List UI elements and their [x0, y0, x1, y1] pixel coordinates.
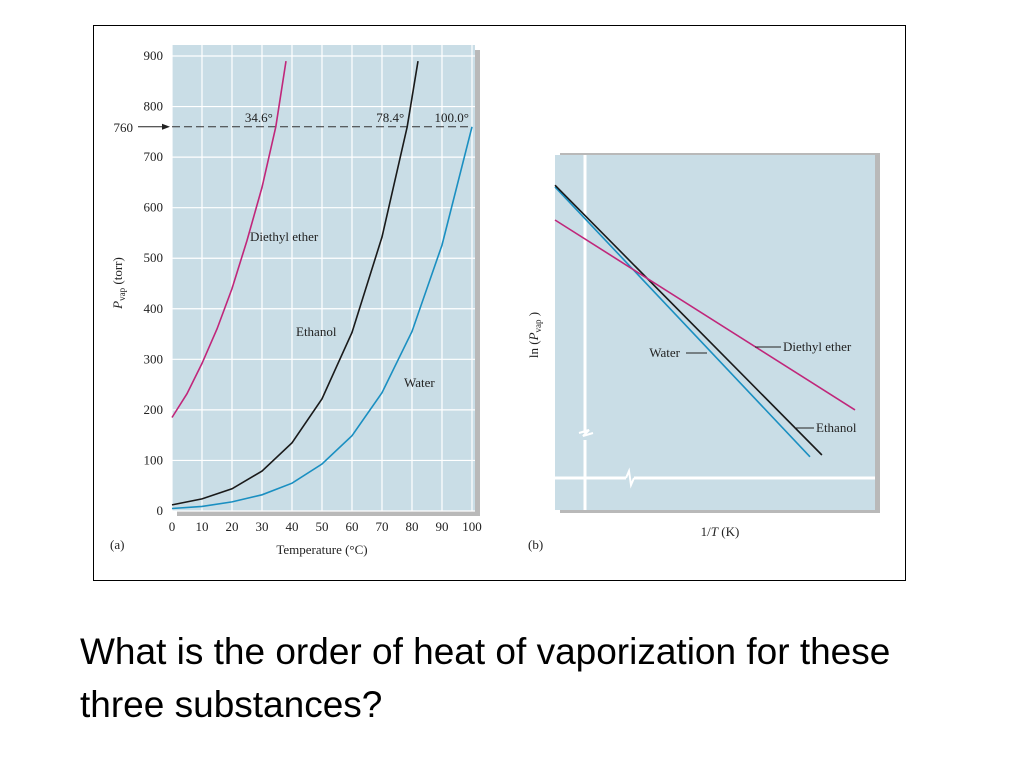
- y-tick-label: 200: [144, 402, 164, 417]
- x-tick-label: 0: [169, 519, 176, 534]
- label-part: vap: [533, 319, 543, 332]
- x-tick-label: 100: [462, 519, 482, 534]
- label-part: 1/: [701, 524, 712, 539]
- y-tick-label: 600: [144, 200, 164, 215]
- arrow-head: [162, 123, 170, 130]
- y-tick-label: 800: [144, 99, 164, 114]
- x-tick-label: 50: [316, 519, 329, 534]
- axis-break: [578, 429, 594, 437]
- series-line: [554, 184, 823, 456]
- label-part: (torr): [110, 257, 125, 288]
- x-tick-label: 60: [346, 519, 359, 534]
- y-tick-label: 0: [157, 503, 164, 518]
- x-tick-label: 70: [376, 519, 389, 534]
- x-tick-label: 20: [226, 519, 239, 534]
- question: What is the order of heat of vaporizatio…: [80, 631, 891, 725]
- label-part: ln (: [526, 340, 541, 358]
- x-tick-label: 80: [406, 519, 419, 534]
- reference-label: 760: [114, 120, 134, 135]
- annotation: 100.0°: [435, 110, 469, 125]
- series-label: Diethyl ether: [783, 339, 852, 354]
- x-tick-label: 30: [256, 519, 269, 534]
- y-tick-label: 300: [144, 351, 164, 366]
- x-tick-label: 10: [196, 519, 209, 534]
- axis-label: ln (Pvap ): [526, 312, 543, 358]
- y-tick-label: 700: [144, 149, 164, 164]
- label-part: T: [711, 524, 719, 539]
- x-tick-label: 40: [286, 519, 299, 534]
- label-part: P: [526, 332, 541, 341]
- label-part: vap: [117, 287, 127, 300]
- series-label: Water: [649, 345, 680, 360]
- panel-label: (a): [110, 537, 124, 552]
- x-axis-label: Temperature (°C): [276, 542, 367, 557]
- series-label: Ethanol: [296, 324, 337, 339]
- x-tick-label: 90: [436, 519, 449, 534]
- axis-label: 1/T (K): [701, 524, 740, 539]
- y-tick-label: 400: [144, 301, 164, 316]
- series-label: Diethyl ether: [250, 229, 319, 244]
- axis-break: [625, 467, 635, 489]
- panel-label: (b): [528, 537, 543, 552]
- series-line: [171, 60, 287, 418]
- y-tick-label: 500: [144, 250, 164, 265]
- series-label: Ethanol: [816, 420, 857, 435]
- series-label: Water: [404, 375, 435, 390]
- series-line: [554, 219, 856, 411]
- annotation: 78.4°: [376, 110, 404, 125]
- axis-label: Pvap (torr): [110, 257, 127, 310]
- label-part: P: [110, 301, 125, 310]
- label-part: ): [526, 312, 541, 320]
- label-part: (K): [718, 524, 739, 539]
- plot-area: [172, 45, 475, 511]
- series-line: [554, 186, 811, 458]
- y-tick-label: 100: [144, 452, 164, 467]
- plot-area: [555, 155, 875, 510]
- series-line: [171, 60, 419, 506]
- series-line: [171, 126, 473, 510]
- y-tick-label: 900: [144, 48, 164, 63]
- figure: (a) (b) Temperature (°C) 0 10 20 30 40 50 60 70…: [93, 25, 906, 581]
- annotation: 34.6°: [245, 110, 273, 125]
